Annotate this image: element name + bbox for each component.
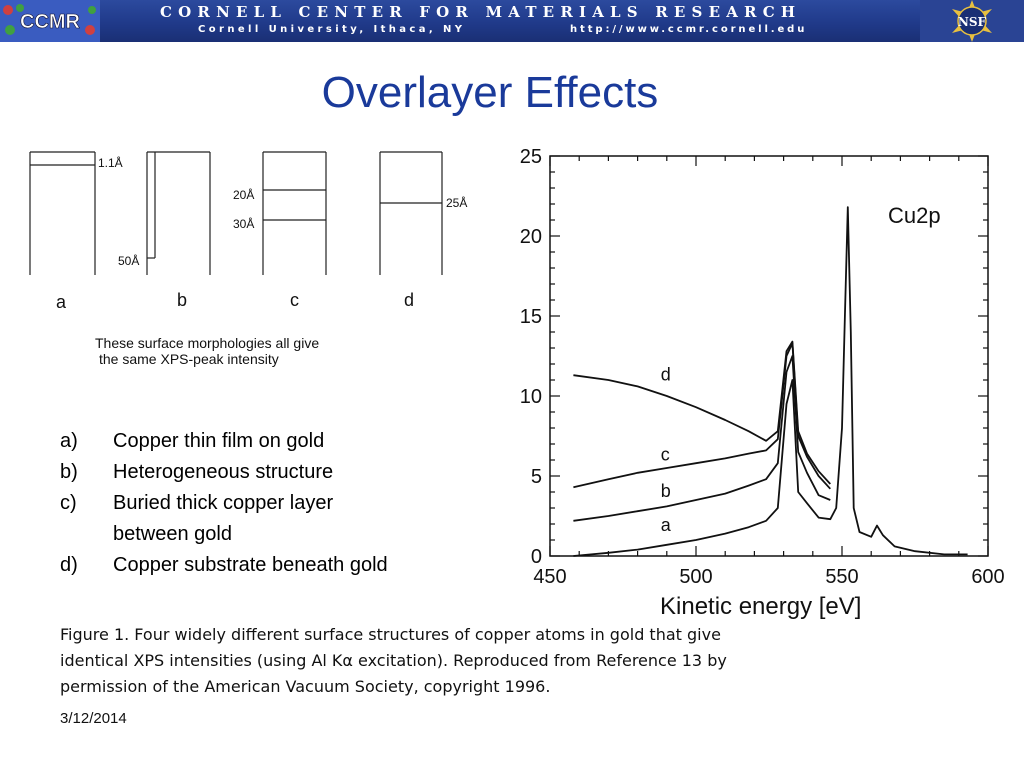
list-item-label: d) — [60, 554, 78, 576]
series-line-b — [573, 355, 831, 522]
list-item-text: Heterogeneous structure — [113, 461, 334, 483]
list-item: c) Buried thick copper layer between gol… — [60, 488, 413, 550]
chart-tick-labels: 0 5 10 15 20 25 450 500 550 600 — [520, 146, 1005, 588]
figure-caption: Figure 1. Four widely different surface … — [60, 622, 910, 700]
chart-ticks — [549, 155, 989, 557]
morph-annotation-d-1: 25Å — [446, 195, 467, 210]
series-label-b: b — [661, 481, 671, 501]
y-tick-label: 5 — [531, 466, 542, 488]
list-item-text: Copper thin film on gold — [113, 430, 325, 452]
morph-label-b: b — [177, 290, 187, 310]
slide-date: 3/12/2014 — [60, 710, 127, 727]
morph-annotation-a-1: 1.1Å — [98, 155, 123, 170]
list-item-text: Copper substrate beneath gold — [113, 554, 388, 576]
chart-xlabel: Kinetic energy [eV] — [660, 593, 861, 620]
y-tick-label: 10 — [520, 386, 542, 408]
morph-label-a: a — [56, 292, 67, 312]
morphology-caption-line1: These surface morphologies all give — [95, 335, 320, 351]
chart-title: Cu2p — [888, 203, 941, 228]
morphology-caption-line2: the same XPS-peak intensity — [99, 351, 279, 367]
banner-url: http://www.ccmr.cornell.edu — [570, 24, 808, 35]
morphology-diagram: 1.1Å 50Å 20Å 30Å 25Å a b c d — [29, 151, 467, 312]
slide-title: Overlayer Effects — [321, 68, 659, 117]
series-line-d — [573, 340, 831, 485]
series-line-c — [573, 342, 831, 490]
header-banner: CCMR CORNELL CENTER FOR MATERIALS RESEAR… — [0, 0, 1024, 42]
list-item-text: Buried thick copper layer between gold — [113, 492, 334, 545]
figure-caption-line3: permission of the American Vacuum Societ… — [60, 677, 551, 696]
logo-left-text: CCMR — [20, 11, 81, 33]
structure-legend-list: a) Copper thin film on gold b) Heterogen… — [60, 426, 480, 581]
list-item: a) Copper thin film on gold — [60, 426, 480, 457]
ccmr-logo-icon: CCMR — [0, 0, 100, 42]
y-tick-label: 20 — [520, 226, 542, 248]
series-label-c: c — [661, 444, 670, 464]
chart-plot-frame — [549, 155, 989, 557]
series-label-d: d — [661, 364, 671, 384]
series-label-a: a — [661, 515, 672, 535]
y-tick-label: 15 — [520, 306, 542, 328]
xps-spectrum-chart: 0 5 10 15 20 25 450 500 550 600 abc d Cu2p Kinetic… — [520, 146, 1005, 620]
banner-title: CORNELL CENTER FOR MATERIALS RESEARCH — [160, 3, 802, 21]
x-tick-label: 600 — [971, 566, 1004, 588]
list-item-label: c) — [60, 492, 77, 514]
y-tick-label: 25 — [520, 146, 542, 168]
figure-caption-line1: Figure 1. Four widely different surface … — [60, 625, 721, 644]
logo-right-text: NSF — [958, 15, 987, 29]
banner-university: Cornell University, Ithaca, NY — [198, 24, 466, 35]
chart-series-lines — [573, 206, 968, 557]
morph-label-d: d — [404, 290, 414, 310]
x-tick-label: 450 — [533, 566, 566, 588]
morph-annotation-c-1: 20Å — [233, 187, 254, 202]
list-item-label: b) — [60, 461, 78, 483]
morph-panel-b — [146, 151, 211, 275]
list-item: b) Heterogeneous structure — [60, 457, 480, 488]
list-item-label: a) — [60, 430, 78, 452]
figure-caption-line2: identical XPS intensities (using Al Kα e… — [60, 651, 727, 670]
series-line-a — [573, 206, 968, 557]
morph-panel-c — [262, 151, 327, 275]
morphology-caption: These surface morphologies all give the … — [95, 335, 415, 367]
x-tick-label: 550 — [825, 566, 858, 588]
morph-annotation-b-1: 50Å — [118, 253, 139, 268]
y-tick-label: 0 — [531, 546, 542, 568]
morph-panel-d — [379, 151, 443, 275]
nsf-logo-icon: NSF — [920, 0, 1024, 42]
morph-label-c: c — [290, 290, 299, 310]
morph-annotation-c-2: 30Å — [233, 216, 254, 231]
list-item: d) Copper substrate beneath gold — [60, 550, 480, 581]
chart-series-labels: abc d — [661, 364, 672, 534]
morph-panel-a — [29, 151, 96, 275]
x-tick-label: 500 — [679, 566, 712, 588]
